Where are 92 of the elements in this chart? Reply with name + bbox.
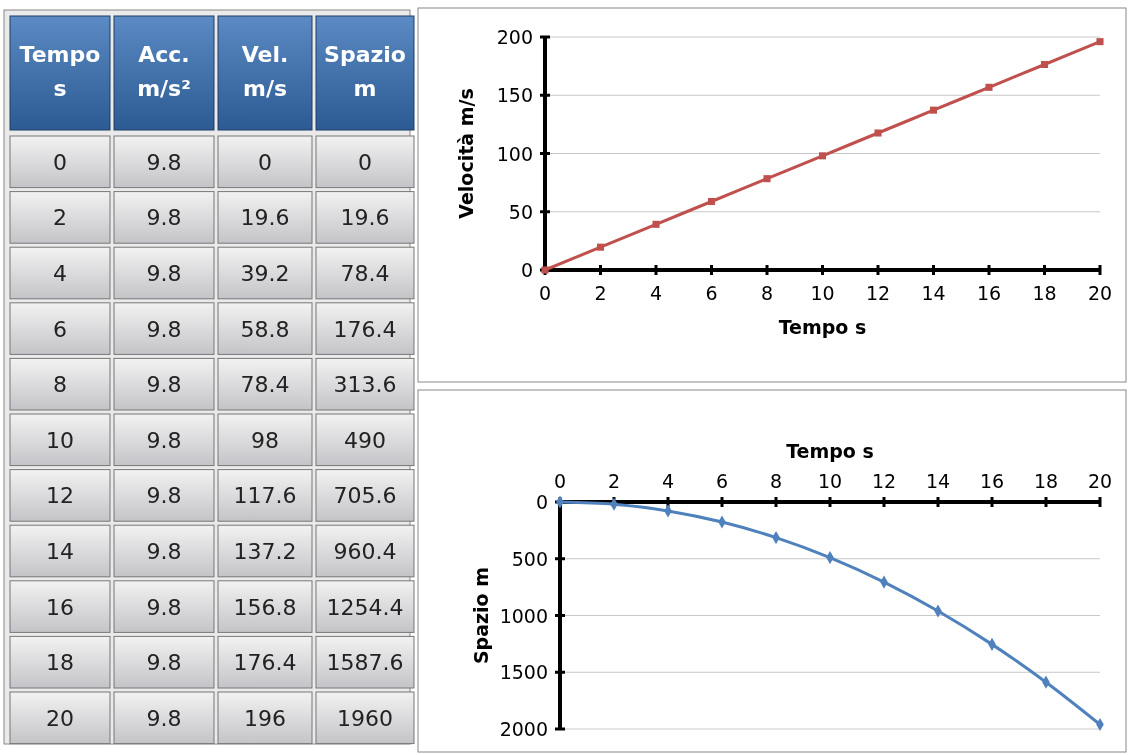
data-label: 1254.4 — [326, 594, 404, 620]
x-tick-label: 14 — [925, 470, 951, 492]
data-label: 98 — [251, 427, 279, 453]
x-tick-label: 20 — [1087, 470, 1113, 492]
y-tick-label: 20 — [46, 705, 74, 731]
x-tick-label: 4 — [649, 282, 663, 304]
data-label: 9.8 — [146, 316, 182, 342]
x-tick-label: 16 — [976, 282, 1002, 304]
point — [929, 106, 938, 114]
x-tick-label: 6 — [705, 282, 718, 304]
data-label: 1960 — [337, 705, 393, 731]
data-label: 58.8 — [240, 316, 290, 342]
data-label: 9.8 — [146, 483, 182, 509]
x-tick-label: 8 — [769, 470, 783, 492]
data-label: 19.6 — [340, 205, 390, 231]
x-tick-label: Spazio m — [324, 42, 406, 101]
data-label: 176.4 — [233, 650, 297, 676]
data-label: 78.4 — [340, 261, 390, 286]
point — [1096, 38, 1104, 46]
x-tick-label: 12 — [865, 282, 891, 304]
data-label: 9.8 — [146, 149, 182, 175]
x-axis-title: Tempo s — [778, 316, 867, 338]
point — [874, 129, 882, 137]
point — [596, 243, 605, 251]
data-label: 0 — [358, 149, 372, 175]
x-tick-label: 8 — [760, 282, 774, 304]
data-label: 19.6 — [240, 205, 290, 231]
y-tick-label: 150 — [496, 84, 533, 107]
x-tick-label: 10 — [810, 282, 835, 304]
data-label: 705.6 — [333, 483, 397, 509]
y-tick-label: 1000 — [499, 604, 548, 627]
x-tick-label: 18 — [1032, 282, 1057, 304]
data-label: 117.6 — [233, 483, 297, 509]
data-label: 9.8 — [146, 427, 182, 453]
x-tick-label: Vel. m/s — [241, 42, 289, 101]
point — [652, 220, 660, 228]
y-axis-title: Tempo s — [19, 42, 101, 101]
y-tick-label: 500 — [511, 547, 548, 570]
x-tick-label: 4 — [661, 470, 675, 492]
data-label: 9.8 — [146, 594, 182, 620]
x-tick-label: 0 — [553, 470, 567, 492]
y-axis-title: Velocità m/s — [455, 88, 477, 219]
y-tick-label: 0 — [53, 149, 67, 175]
y-tick-label: 1500 — [499, 661, 548, 684]
data-label: 39.2 — [240, 261, 290, 286]
data-label: 490 — [344, 427, 386, 453]
point — [707, 197, 716, 206]
x-tick-label: Acc. m/s² — [137, 42, 191, 101]
y-axis-title: Spazio m — [470, 566, 492, 665]
data-label: 9.8 — [146, 650, 182, 676]
y-tick-label: 14 — [46, 539, 74, 564]
data-label: 313.6 — [333, 372, 397, 398]
data-label: 9.8 — [146, 372, 182, 398]
data-label: 1587.6 — [326, 650, 404, 676]
y-tick-label: 50 — [508, 200, 533, 223]
x-axis-title: Tempo s — [786, 440, 874, 462]
x-tick-label: 6 — [715, 470, 729, 492]
data-label: 960.4 — [333, 539, 397, 564]
y-tick-label: 8 — [53, 372, 67, 398]
x-tick-label: 16 — [979, 470, 1005, 492]
data-label: 196 — [244, 705, 286, 731]
y-tick-label: 2 — [53, 205, 67, 231]
x-tick-label: 20 — [1087, 282, 1113, 304]
data-label: 0 — [258, 149, 272, 175]
y-tick-label: 0 — [535, 491, 548, 513]
y-tick-label: 100 — [496, 142, 533, 165]
data-label: 9.8 — [146, 205, 182, 231]
point — [985, 83, 993, 91]
point — [1040, 60, 1049, 69]
y-tick-label: 18 — [46, 650, 74, 676]
x-tick-label: 18 — [1033, 470, 1059, 492]
data-label: 137.2 — [233, 539, 297, 564]
x-tick-label: 2 — [607, 470, 621, 492]
x-tick-label: 12 — [871, 470, 897, 492]
data-label: 176.4 — [333, 316, 397, 342]
data-label: 78.4 — [240, 372, 290, 398]
y-tick-label: 10 — [46, 427, 74, 453]
data-label: 9.8 — [146, 261, 182, 286]
y-tick-label: 0 — [520, 259, 533, 281]
y-tick-label: 16 — [46, 594, 74, 620]
x-tick-label: 14 — [921, 282, 946, 304]
x-tick-label: 2 — [594, 282, 607, 304]
data-label: 156.8 — [233, 594, 297, 620]
y-tick-label: 200 — [496, 26, 533, 48]
y-tick-label: 4 — [53, 261, 67, 286]
x-tick-label: 10 — [817, 470, 843, 492]
point — [763, 175, 771, 183]
data-label: 9.8 — [146, 705, 182, 731]
y-tick-label: 2000 — [499, 718, 548, 740]
data-label: 9.8 — [146, 539, 182, 564]
point — [818, 152, 827, 160]
y-tick-label: 6 — [53, 316, 67, 342]
